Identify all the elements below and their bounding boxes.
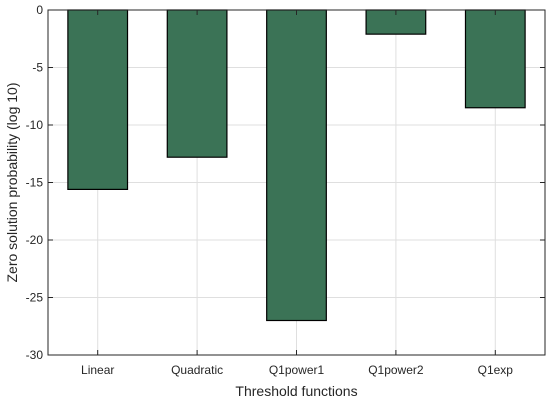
bar-quadratic: [166, 9, 228, 158]
x-tick-label: Q1exp: [478, 363, 514, 377]
x-tick-label: Quadratic: [171, 363, 223, 377]
x-tick-label: Q1power1: [269, 363, 325, 377]
x-tick-label: Q1power2: [368, 363, 424, 377]
y-tick-label: -30: [26, 348, 44, 362]
y-tick-label: -10: [26, 118, 44, 132]
bars-group: [67, 9, 526, 322]
bar-q1power1: [266, 9, 327, 322]
y-tick-label: -5: [32, 61, 43, 75]
x-tick-label: Linear: [81, 363, 114, 377]
y-tick-label: -20: [26, 233, 44, 247]
y-tick-label: -25: [26, 291, 44, 305]
bar-q1exp: [464, 9, 526, 109]
bar-linear: [67, 9, 129, 190]
y-tick-label: 0: [36, 3, 43, 17]
y-tick-label: -15: [26, 176, 44, 190]
x-axis-title: Threshold functions: [235, 383, 357, 399]
y-axis-title: Zero solution probability (log 10): [4, 83, 20, 283]
x-axis: Linear Quadratic Q1power1 Q1power2 Q1exp: [81, 10, 513, 377]
y-axis: 0 -5 -10 -15 -20 -25 -30: [26, 3, 545, 362]
